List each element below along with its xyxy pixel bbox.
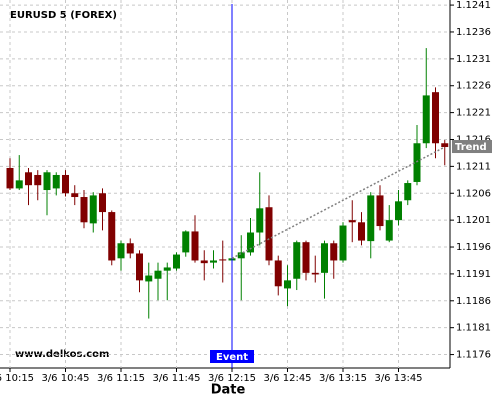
candle-body: [311, 272, 319, 275]
y-tick-label: 1.1236: [456, 27, 491, 38]
candle-body: [432, 92, 439, 144]
y-tick-label: 1.1241: [456, 0, 491, 11]
x-tick-label: 3/6 11:15: [97, 373, 145, 384]
candle-body: [422, 95, 430, 144]
x-axis-label: Date: [211, 383, 246, 398]
candle-body: [385, 220, 393, 241]
x-tick-label: 3/6 13:45: [374, 373, 422, 384]
y-tick-label: 1.1206: [456, 188, 491, 199]
y-tick-label: 1.1216: [456, 134, 491, 145]
x-tick-label: 3/6 13:15: [319, 373, 367, 384]
y-tick-label: 1.1191: [456, 269, 491, 280]
y-tick-label: 1.1181: [456, 323, 491, 334]
x-tick-label: 3/6 10:45: [41, 373, 89, 384]
candle-body: [339, 225, 347, 261]
candle-body: [71, 193, 79, 198]
candle-body: [34, 174, 42, 186]
candle-body: [265, 207, 273, 261]
candle-body: [237, 252, 245, 259]
y-tick-label: 1.1201: [456, 215, 491, 226]
candle-body: [145, 275, 153, 282]
chart-title: EURUSD 5 (FOREX): [10, 10, 117, 21]
candle-body: [330, 243, 338, 261]
candle-body: [99, 193, 106, 213]
candle-body: [376, 195, 384, 227]
candle-body: [284, 280, 291, 289]
candle-body: [200, 260, 208, 264]
x-tick-label: 3/6 12:45: [263, 373, 311, 384]
candle-body: [247, 232, 254, 253]
y-tick-label: 1.1231: [456, 54, 491, 65]
candle-body: [173, 254, 180, 269]
candle-body: [219, 259, 227, 261]
candle-body: [256, 208, 264, 233]
candle-body: [6, 167, 14, 189]
y-tick-label: 1.1186: [456, 296, 491, 307]
candle-body: [163, 267, 171, 271]
candle-body: [404, 183, 412, 201]
candle-body: [126, 243, 134, 254]
candle-body: [321, 243, 328, 273]
candle-body: [441, 143, 449, 148]
candle-body: [302, 242, 310, 273]
event-label: Event: [216, 352, 248, 363]
event-label-box: [210, 350, 254, 363]
candle-body: [274, 260, 282, 287]
y-tick-label: 1.1196: [456, 242, 491, 253]
y-tick-label: 1.1221: [456, 108, 491, 119]
trend-label: Trend: [455, 142, 487, 153]
candle-body: [25, 172, 32, 186]
candle-body: [80, 197, 88, 223]
candle-body: [293, 242, 301, 279]
candle-body: [413, 143, 421, 182]
y-tick-label: 1.1211: [456, 161, 491, 172]
y-tick-label: 1.1226: [456, 81, 491, 92]
candle-body: [154, 270, 162, 279]
candle-body: [358, 222, 365, 241]
candle-body: [62, 174, 69, 194]
trend-line: [231, 146, 446, 259]
candle-body: [348, 220, 356, 223]
y-tick-label: 1.1176: [456, 350, 491, 361]
candle-body: [191, 231, 199, 261]
candle-body: [108, 212, 116, 261]
x-tick-label: 3/6 11:45: [152, 373, 200, 384]
candle-body: [210, 260, 217, 263]
candle-body: [89, 195, 97, 224]
candle-body: [52, 174, 60, 189]
x-tick-label: 3/6 12:15: [208, 373, 256, 384]
candle-body: [43, 172, 51, 191]
candle-body: [136, 253, 143, 281]
trend-label-box: [452, 140, 492, 154]
x-tick-label: 3/6 10:15: [0, 373, 34, 384]
candle-body: [395, 201, 402, 221]
candle-body: [182, 231, 190, 253]
candle-body: [367, 195, 375, 242]
candle-body: [117, 243, 125, 259]
candle-body: [15, 180, 23, 189]
